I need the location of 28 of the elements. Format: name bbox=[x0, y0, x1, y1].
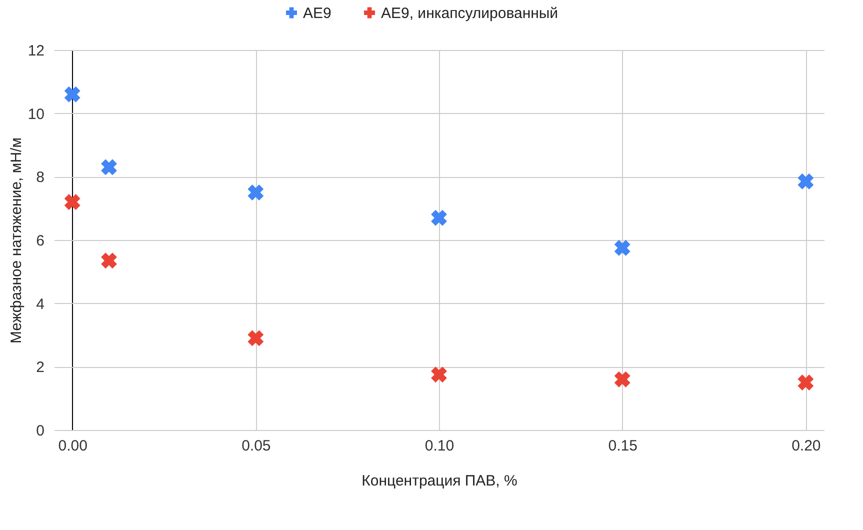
point bbox=[101, 252, 117, 269]
x-tick-label: 0.15 bbox=[608, 438, 638, 454]
point bbox=[614, 240, 630, 256]
point bbox=[431, 366, 447, 383]
point bbox=[431, 210, 447, 226]
y-tick-label: 10 bbox=[28, 106, 44, 123]
point bbox=[614, 371, 630, 388]
legend-label: AE9, инкапсулированный bbox=[381, 4, 558, 22]
y-tick-label: 4 bbox=[36, 296, 44, 313]
point bbox=[64, 194, 80, 210]
point bbox=[798, 173, 814, 190]
x-tick-label: 0.20 bbox=[792, 438, 821, 454]
x-tick-label: 0.00 bbox=[58, 438, 88, 454]
x-axis-title: Концентрация ПАВ, % bbox=[362, 472, 518, 490]
point bbox=[64, 86, 80, 102]
y-tick-label: 0 bbox=[36, 422, 44, 440]
y-tick-label: 8 bbox=[36, 169, 44, 186]
point bbox=[248, 184, 264, 200]
x-tick-label: 0.05 bbox=[242, 438, 271, 454]
y-axis-title: Межфазное натяжение, мН/м bbox=[8, 137, 25, 344]
point bbox=[798, 374, 814, 390]
point bbox=[248, 330, 264, 346]
y-tick-label: 2 bbox=[36, 359, 44, 376]
y-tick-label: 12 bbox=[28, 42, 44, 60]
x-tick-label: 0.10 bbox=[424, 438, 454, 454]
y-tick-label: 6 bbox=[36, 232, 44, 250]
point bbox=[101, 159, 117, 176]
legend-label: AE9 bbox=[303, 4, 332, 22]
